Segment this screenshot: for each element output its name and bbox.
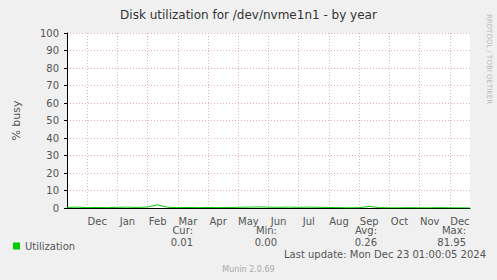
svg-text:Jul: Jul [302,216,315,227]
svg-text:RRDTOOL / TOBI OETIKER: RRDTOOL / TOBI OETIKER [485,14,493,104]
svg-text:70: 70 [46,80,59,91]
svg-text:50: 50 [46,115,59,126]
svg-text:Feb: Feb [149,216,167,227]
svg-text:Disk utilization for /dev/nvme: Disk utilization for /dev/nvme1n1 - by y… [120,8,377,22]
svg-text:20: 20 [46,168,59,179]
svg-text:90: 90 [46,45,59,56]
svg-text:Nov: Nov [420,216,440,227]
svg-text:Sep: Sep [360,216,379,227]
svg-text:Min:: Min: [255,224,277,236]
svg-text:100: 100 [40,28,59,39]
svg-text:Dec: Dec [88,216,107,227]
svg-text:Cur:: Cur: [172,224,193,236]
svg-text:Max:: Max: [442,224,466,236]
svg-text:Apr: Apr [209,216,227,227]
svg-text:0.26: 0.26 [355,237,377,248]
svg-text:0.00: 0.00 [255,237,277,248]
svg-text:0.01: 0.01 [171,237,193,248]
svg-text:Avg:: Avg: [355,224,377,236]
svg-text:0: 0 [53,203,59,214]
svg-text:10: 10 [46,185,59,196]
svg-text:Mar: Mar [178,216,198,227]
svg-text:40: 40 [46,133,59,144]
svg-text:% busy: % busy [10,100,23,141]
svg-text:Jun: Jun [270,216,287,227]
svg-text:Aug: Aug [329,216,349,227]
svg-text:30: 30 [46,150,59,161]
svg-text:Jan: Jan [119,216,135,227]
svg-text:81.95: 81.95 [437,237,466,248]
svg-text:Oct: Oct [391,216,408,227]
svg-text:Utilization: Utilization [25,241,75,252]
svg-text:May: May [238,216,259,227]
svg-text:Munin 2.0.69: Munin 2.0.69 [222,265,274,274]
svg-text:60: 60 [46,98,59,109]
svg-text:Dec: Dec [450,216,469,227]
svg-text:Last update: Mon Dec 23 01:00:: Last update: Mon Dec 23 01:00:05 2024 [284,249,486,260]
svg-text:80: 80 [46,63,59,74]
